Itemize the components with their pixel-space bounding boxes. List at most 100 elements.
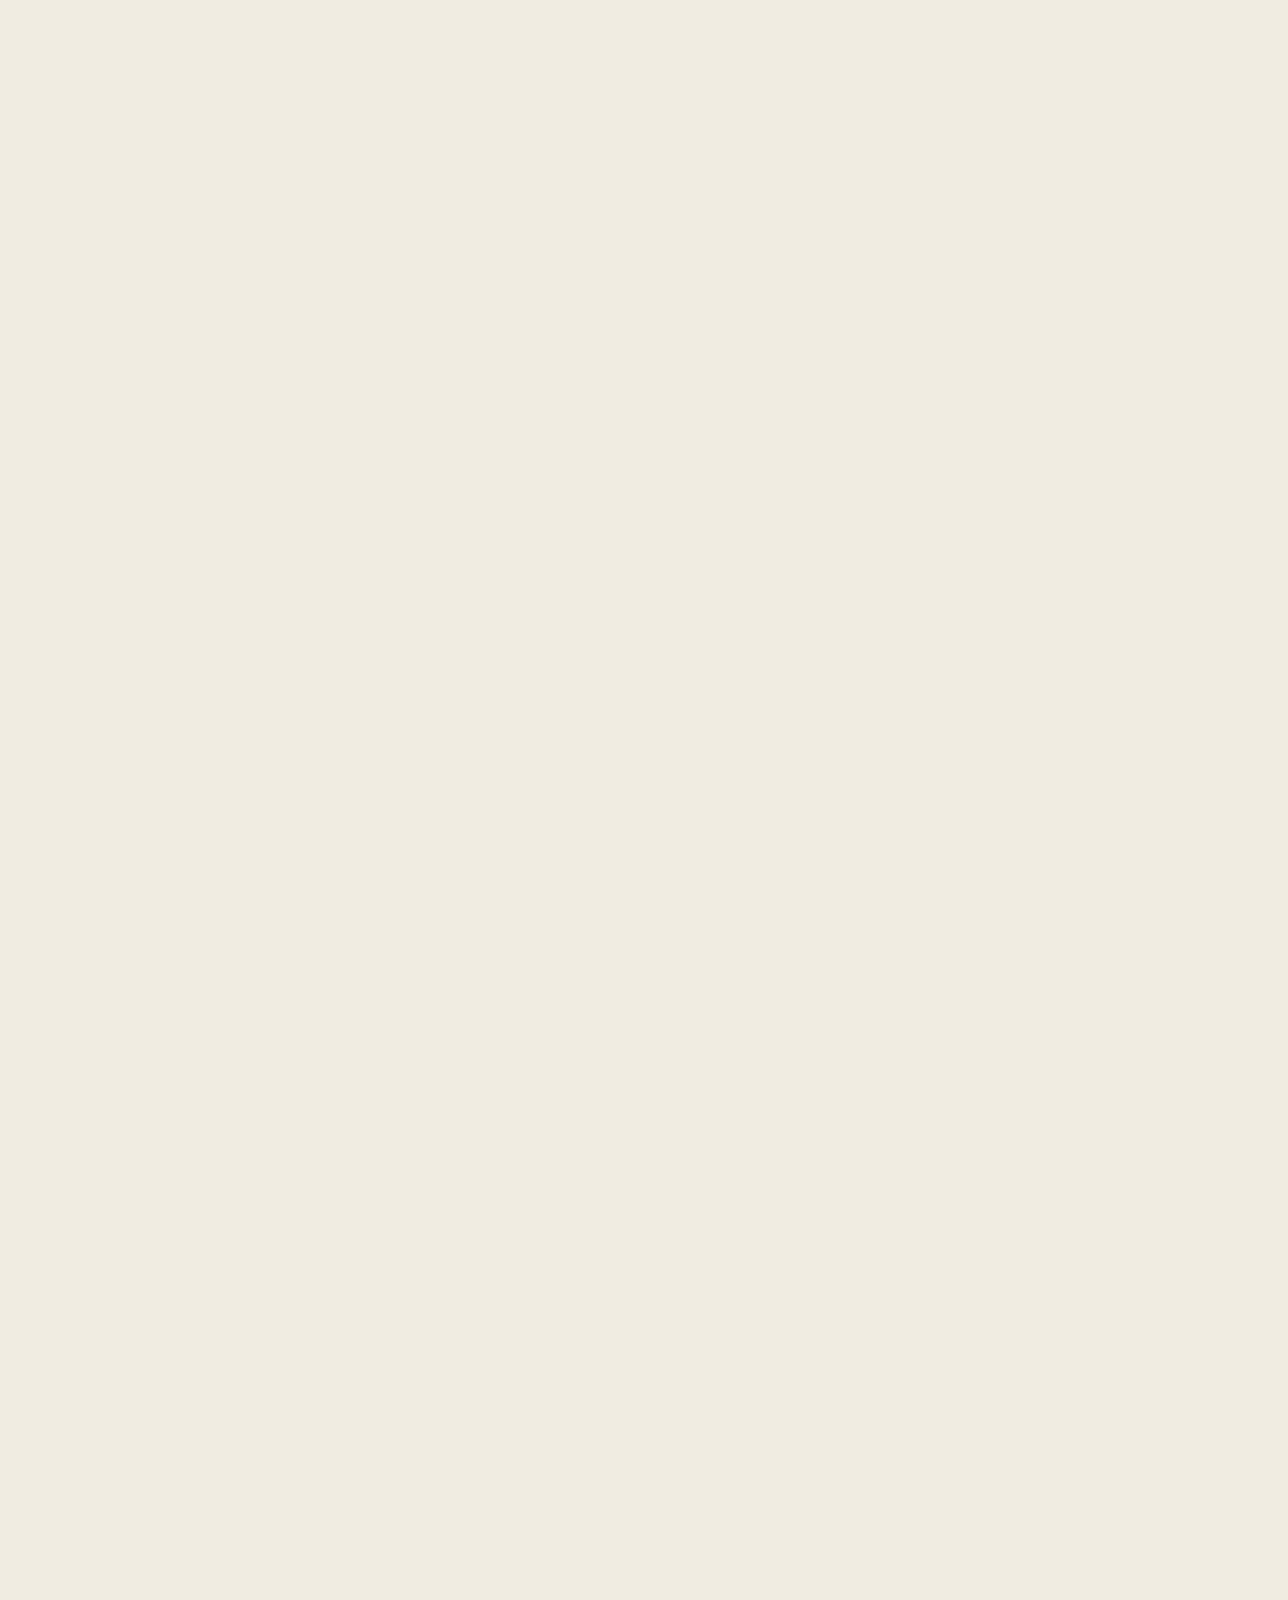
Text: 4 GND: 4 GND: [809, 1099, 832, 1109]
Text: C (R G B  OUT): C (R G B OUT): [245, 254, 350, 269]
Text: 5P: 5P: [981, 251, 992, 259]
Text: Q708: Q708: [1014, 1346, 1032, 1355]
Text: G: G: [424, 536, 431, 549]
Text: CN0003: CN0003: [805, 795, 835, 805]
Text: B715
RGP-02: B715 RGP-02: [279, 269, 308, 288]
Text: R717
27k
FPRB: R717 27k FPRB: [430, 522, 446, 538]
Text: 0: 0: [1188, 1422, 1193, 1432]
Text: B: B: [44, 427, 54, 445]
Text: C712
220p: C712 220p: [623, 962, 639, 973]
Text: M68LCT60X: M68LCT60X: [1095, 544, 1144, 554]
Text: R743
13k: R743 13k: [392, 1194, 407, 1205]
Text: R709
100
:RC: R709 100 :RC: [314, 470, 330, 486]
Text: R753
10k: R753 10k: [250, 1187, 265, 1198]
Text: 5: 5: [882, 174, 895, 194]
Text: R710
6.8k
5W: R710 6.8k 5W: [623, 560, 639, 576]
Circle shape: [782, 1218, 790, 1226]
Text: Q706
2SC2611
AMP: Q706 2SC2611 AMP: [232, 734, 258, 750]
Text: B  IN: B IN: [783, 1157, 809, 1165]
Text: RV701
1/2W
:RC: RV701 1/2W :RC: [480, 443, 498, 461]
Text: Q715
JA101
1K AMP: Q715 JA101 1K AMP: [568, 1216, 591, 1234]
Bar: [200, 851, 799, 1064]
Text: R747
27
5MMW: R747 27 5MMW: [301, 779, 317, 795]
Text: Q705
2SC2611
AMP: Q705 2SC2611 AMP: [438, 734, 464, 750]
Text: R722
27
5MMW: R722 27 5MMW: [520, 779, 536, 795]
Text: 5 +1.2V: 5 +1.2V: [809, 1115, 841, 1123]
Text: 12: 12: [1188, 1315, 1197, 1325]
Bar: [799, 994, 960, 1166]
Text: B: B: [578, 552, 581, 558]
Text: R759
JW 5MMB: R759 JW 5MMB: [362, 717, 385, 728]
Text: B709
1S5133: B709 1S5133: [246, 853, 269, 864]
Text: TO B BOARD
T805 FV: TO B BOARD T805 FV: [73, 373, 120, 392]
Text: 2 G  IN: 2 G IN: [809, 1069, 841, 1077]
Text: R734
4.8k
1/2W
:RC: R734 4.8k 1/2W :RC: [218, 454, 233, 477]
Text: R729
150: R729 150: [424, 942, 439, 954]
Text: Q705
2SC2611
AMP: Q705 2SC2611 AMP: [419, 669, 444, 686]
Text: Q702
2SC2611
G OUT: Q702 2SC2611 G OUT: [541, 669, 567, 686]
Text: R728
150: R728 150: [623, 942, 639, 954]
Text: FOR SAFETY BE SURE TO: FOR SAFETY BE SURE TO: [1043, 963, 1141, 971]
Text: 8: 8: [1243, 174, 1256, 194]
Text: 4: 4: [979, 365, 984, 374]
Text: G1: G1: [395, 539, 403, 546]
Text: Q714
2S2C25510
SPOT: Q714 2S2C25510 SPOT: [273, 1197, 307, 1214]
Text: CV  KR G1  G4 HV: CV KR G1 G4 HV: [1056, 694, 1130, 704]
Text: 15: 15: [1188, 1331, 1197, 1341]
Text: C716
100
16V: C716 100 16V: [218, 1184, 233, 1202]
Text: CAUTION: CAUTION: [1072, 947, 1113, 957]
Text: Q707
2SA10910
B OUT: Q707 2SA10910 B OUT: [706, 675, 737, 693]
Text: Q704
2SC2611
AMP: Q704 2SC2611 AMP: [580, 669, 605, 686]
Circle shape: [782, 1202, 790, 1210]
Text: Q703
2SC2611
R OUT: Q703 2SC2611 R OUT: [335, 734, 361, 750]
Text: Q703: Q703: [1014, 1270, 1032, 1280]
Text: R727
2.2k: R727 2.2k: [276, 898, 291, 909]
Text: 3 B  IN: 3 B IN: [809, 1085, 841, 1093]
Text: RV702: RV702: [243, 410, 267, 418]
Bar: [799, 787, 1037, 845]
Text: R714
4.8k
5W: R714 4.8k 5W: [250, 624, 265, 642]
Text: R760
1/2W: R760 1/2W: [250, 485, 265, 496]
Circle shape: [782, 1187, 790, 1194]
Text: WHT: WHT: [981, 266, 998, 275]
Text: 5: 5: [979, 381, 984, 390]
Text: R750
150: R750 150: [269, 942, 285, 954]
Text: 3: 3: [979, 350, 984, 358]
Text: 12: 12: [1188, 1285, 1197, 1294]
Text: Q704: Q704: [1014, 1285, 1032, 1294]
Text: GND: GND: [788, 1171, 804, 1181]
Text: TAB (CONTACT): TAB (CONTACT): [805, 821, 869, 830]
Text: 1: 1: [155, 174, 167, 194]
Text: B-#S5AE3.<...>-C..-S295: B-#S5AE3.<...>-C..-S295: [303, 237, 438, 246]
Text: R739 47: R739 47: [325, 1077, 350, 1082]
Text: +1000V: +1000V: [1030, 318, 1060, 328]
Text: R701
22k
FPRB: R701 22k FPRB: [630, 522, 645, 538]
Text: 6 1K OUT: 6 1K OUT: [809, 1130, 846, 1139]
Text: R742
JW(5MMB): R742 JW(5MMB): [500, 1200, 531, 1211]
Text: B706
1S5133
1S5133: B706 1S5133 1S5133: [337, 616, 358, 632]
Text: Q703
R OUT: Q703 R OUT: [384, 666, 402, 677]
Text: C703
250V: C703 250V: [295, 446, 310, 458]
Text: R705
FPRB: R705 FPRB: [546, 446, 562, 458]
Text: Q706
2SC2611
AMP: Q706 2SC2611 AMP: [238, 669, 264, 686]
Text: 1: 1: [979, 318, 984, 328]
Bar: [975, 1206, 1265, 1422]
Text: 14: 14: [1188, 1254, 1197, 1264]
Text: R716
100
FPRB: R716 100 FPRB: [675, 560, 690, 576]
Text: R711
100: R711 100: [662, 459, 677, 470]
Text: 15: 15: [1188, 1240, 1197, 1250]
Text: R707
820: R707 820: [482, 538, 497, 547]
Text: (E
Bl: (E Bl: [1207, 1216, 1216, 1229]
Text: L708
3W 6+
JW(6+): L708 3W 6+ JW(6+): [632, 458, 656, 474]
Text: R708
820: R708 820: [430, 563, 446, 573]
Text: G: G: [720, 539, 723, 546]
Text: 12: 12: [1188, 1301, 1197, 1310]
Text: 1 R  IN: 1 R IN: [809, 1053, 841, 1062]
Text: A: A: [44, 278, 54, 296]
Text: GND: GND: [1030, 350, 1046, 358]
Text: PICTURE
TUBE: PICTURE TUBE: [1166, 558, 1204, 578]
Text: H1: H1: [1030, 365, 1041, 374]
Text: CN0411: CN0411: [805, 1005, 835, 1013]
Bar: [236, 384, 313, 400]
Text: Q712: Q712: [1014, 1406, 1032, 1416]
